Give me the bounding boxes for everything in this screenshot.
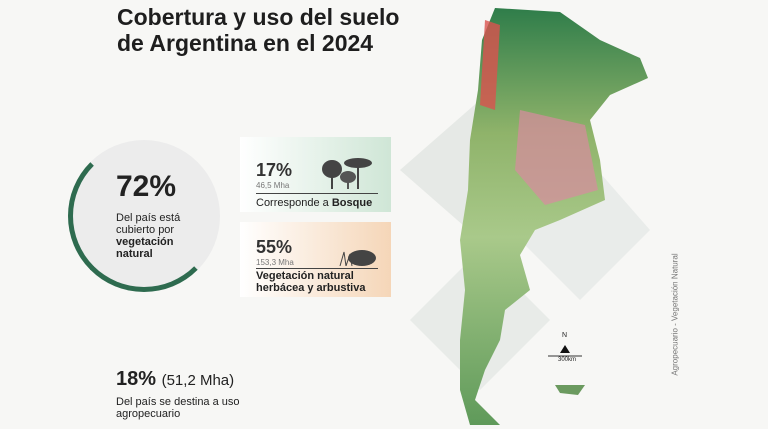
card-bold: Bosque — [331, 197, 373, 209]
bottom-area: (51,2 Mha) — [161, 372, 235, 389]
card-forest — [240, 137, 391, 212]
main-value: 72% — [116, 170, 177, 203]
bottom-text: Del país se destina a uso agropecuario — [116, 396, 240, 420]
scale-label: 300km — [558, 357, 577, 363]
stat-circle — [68, 140, 220, 292]
map-argentina — [460, 8, 648, 425]
bottom-stat: 18% (51,2 Mha) — [116, 368, 234, 391]
map-region — [515, 110, 598, 205]
title-line: de Argentina en el 2024 — [117, 30, 374, 56]
card-value: 55% — [256, 237, 293, 257]
map-region — [480, 20, 500, 110]
map-islands — [555, 385, 585, 395]
card-area: 46,5 Mha — [256, 181, 290, 190]
title-line: Cobertura y uso del suelo — [117, 4, 400, 30]
map-legend: Agropecuario - Vegetación Natural — [670, 253, 680, 376]
trees-icon — [322, 158, 372, 189]
north-arrow — [560, 345, 570, 353]
card-area: 153,3 Mha — [256, 258, 294, 267]
bottom-value: 18% — [116, 368, 157, 390]
card-rule — [256, 268, 378, 269]
card-rule — [256, 193, 378, 194]
card-text: Corresponde a Bosque — [256, 197, 372, 209]
card-value: 17% — [256, 160, 293, 180]
main-bold: vegetación natural — [116, 236, 174, 260]
card-desc: Corresponde a — [256, 197, 329, 209]
main-text: Del país está cubierto por vegetación na… — [116, 212, 206, 260]
title: Cobertura y uso del suelo de Argentina e… — [117, 4, 399, 56]
main-desc: Del país está cubierto por — [116, 212, 181, 236]
card-desc: Vegetación natural herbácea y arbustiva — [256, 270, 366, 294]
shrub-icon — [339, 250, 376, 266]
diamond — [510, 150, 650, 300]
north-label: N — [562, 332, 568, 339]
